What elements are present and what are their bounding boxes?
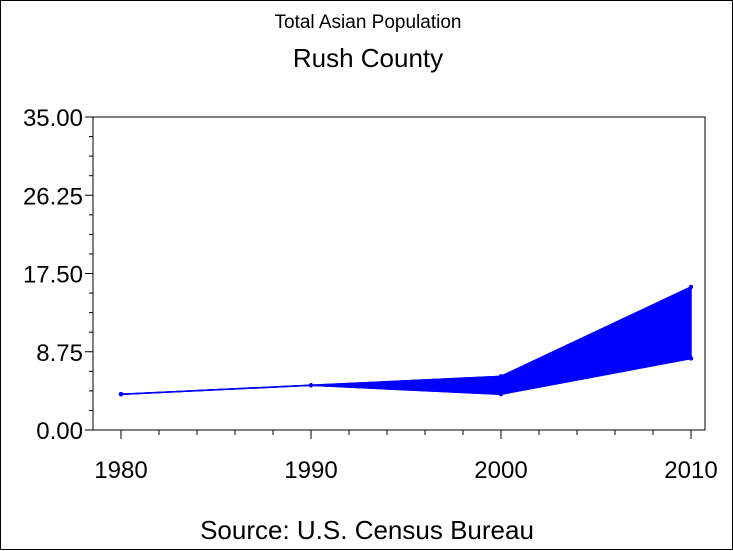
- data-point: [118, 392, 124, 397]
- chart-subtitle: Rush County: [293, 43, 443, 73]
- chart-footnote: Source: U.S. Census Bureau: [200, 515, 534, 545]
- x-tick-label: 2010: [664, 457, 717, 484]
- y-tick-label: 8.75: [36, 340, 83, 367]
- chart-title: Total Asian Population: [275, 12, 462, 33]
- x-tick-label: 1980: [94, 457, 147, 484]
- data-point: [308, 383, 314, 388]
- chart-marks: [118, 284, 694, 397]
- y-tick-label: 17.50: [23, 262, 83, 289]
- area-band: [120, 285, 692, 395]
- x-tick-label: 2000: [474, 457, 527, 484]
- series-line: [120, 357, 692, 395]
- y-tick-label: 0.00: [36, 418, 83, 445]
- y-tick-label: 35.00: [23, 105, 83, 132]
- y-axis: 0.00 8.75 17.50 26.25 35.00: [23, 105, 93, 445]
- y-tick-label: 26.25: [23, 183, 83, 210]
- x-axis: 1980 1990 2000 2010: [94, 430, 718, 484]
- data-point: [498, 374, 504, 379]
- x-tick-label: 1990: [284, 457, 337, 484]
- data-point: [498, 392, 504, 397]
- data-point: [688, 284, 694, 290]
- data-point: [688, 356, 694, 361]
